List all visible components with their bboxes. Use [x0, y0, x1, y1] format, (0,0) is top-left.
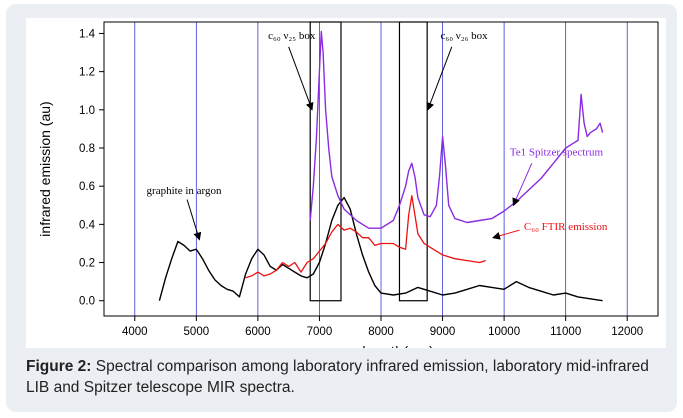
y-tick-label-7: 1.4 — [79, 28, 96, 40]
box-arrow-2 — [426, 46, 453, 111]
x-tick-label-4000: 4000 — [122, 326, 148, 338]
x-tick-label-7000: 7000 — [307, 326, 333, 338]
annotation-spitzer: Te1 Spitzer spectrum — [510, 147, 604, 159]
box-label-1: c₆₀ ν₂₅ box — [268, 30, 316, 42]
annotation-spitzer-arrow — [512, 163, 533, 207]
annotation-ftir: C₆₀ FTIR emission — [524, 221, 608, 233]
annotation-ftir-arrow — [492, 229, 520, 240]
y-tick-label-2: 0.4 — [79, 219, 96, 231]
box-2 — [398, 21, 428, 302]
x-axis-label: wavelength(nm) — [327, 343, 435, 348]
x-tick-label-9000: 9000 — [430, 326, 456, 338]
y-tick-label-1: 0.2 — [79, 258, 95, 270]
y-axis-label: infrared emission (au) — [37, 101, 53, 236]
spectrum-chart: 4000 5000 6000 7000 8000 9000 10000 11000 12000 0… — [37, 21, 659, 348]
annotation-graphite-arrow — [186, 199, 202, 241]
x-tick-label-10000: 10000 — [488, 326, 520, 338]
x-tick-label-6000: 6000 — [245, 326, 271, 338]
y-tick-label-6: 1.2 — [79, 67, 95, 79]
caption-label: Figure 2: — [26, 358, 92, 375]
annotation-graphite: graphite in argon — [147, 185, 222, 197]
plot-area: 4000 5000 6000 7000 8000 9000 10000 11000 12000 0… — [26, 18, 666, 348]
figure-caption: Figure 2: Spectral comparison among labo… — [26, 356, 671, 398]
box-arrow-1 — [288, 46, 314, 111]
series-line-2 — [309, 30, 604, 229]
y-tick-label-4: 0.8 — [79, 143, 95, 155]
y-tick-label-3: 0.6 — [79, 181, 95, 193]
y-tick-label-0: 0.0 — [79, 296, 95, 308]
y-tick-label-5: 1.0 — [79, 105, 95, 117]
series-line-3 — [245, 195, 486, 279]
x-tick-label-8000: 8000 — [368, 326, 394, 338]
figure-frame: 4000 5000 6000 7000 8000 9000 10000 11000 12000 0… — [6, 4, 677, 412]
box-label-2: c₆₀ ν₂₆ box — [440, 30, 488, 42]
caption-text: Spectral comparison among laboratory inf… — [26, 358, 649, 396]
x-tick-label-11000: 11000 — [550, 326, 581, 338]
x-tick-label-12000: 12000 — [611, 326, 643, 338]
x-tick-label-5000: 5000 — [184, 326, 210, 338]
